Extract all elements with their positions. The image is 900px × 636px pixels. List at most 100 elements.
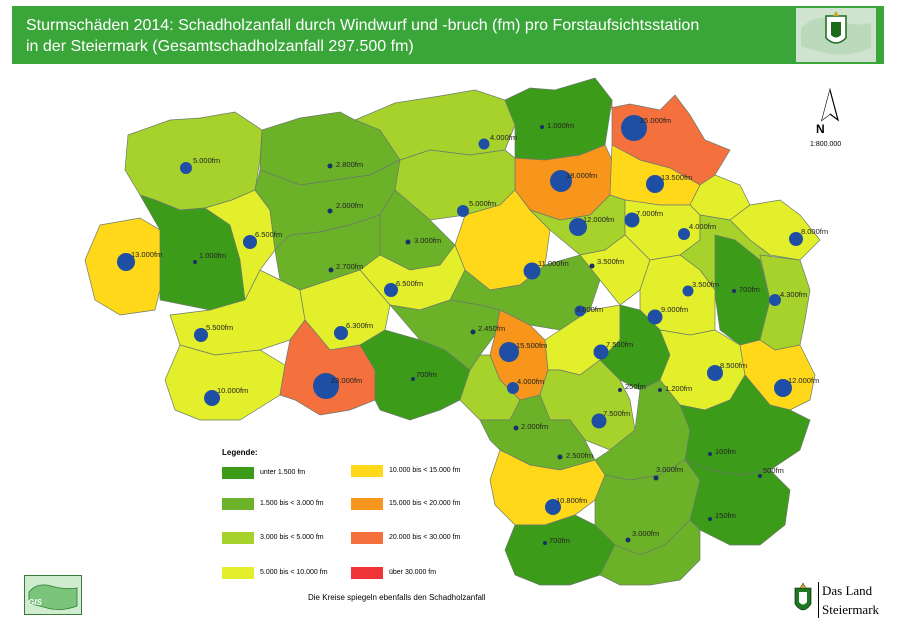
legend-label: 1.500 bis < 3.000 fm: [260, 500, 324, 507]
svg-text:7.500fm: 7.500fm: [603, 409, 630, 418]
region-southwest-c: [164, 344, 286, 421]
legend-label: unter 1.500 fm: [260, 469, 306, 476]
station-marker: 6.300fm: [334, 321, 373, 340]
station-marker: 8.500fm: [707, 361, 747, 381]
gis-logo-text: GIS: [28, 598, 42, 607]
svg-text:10.800fm: 10.800fm: [556, 496, 587, 505]
svg-text:1.000fm: 1.000fm: [547, 121, 574, 130]
station-marker: 13.000fm: [117, 250, 162, 271]
station-marker: 23.000fm: [313, 373, 362, 399]
svg-text:250fm: 250fm: [625, 382, 646, 391]
station-marker: 150fm: [708, 511, 736, 521]
title-bar: Sturmschäden 2014: Schadholzanfall durch…: [12, 6, 884, 64]
styria-shield-icon: [794, 582, 812, 611]
region-south-b: [279, 319, 376, 416]
styria-emblem-image: [796, 8, 876, 62]
legend-swatch: [351, 465, 383, 477]
svg-text:13.000fm: 13.000fm: [131, 250, 162, 259]
station-marker: 10.000fm: [204, 386, 248, 406]
legend-swatch: [351, 532, 383, 544]
station-marker: 3.500fm: [682, 280, 719, 297]
svg-text:5.000fm: 5.000fm: [193, 156, 220, 165]
svg-text:6.500fm: 6.500fm: [255, 230, 282, 239]
svg-text:2.500fm: 2.500fm: [566, 451, 593, 460]
station-marker: 250fm: [618, 382, 646, 392]
station-marker: 7.500fm: [591, 409, 630, 429]
svg-text:1.000fm: 1.000fm: [199, 251, 226, 260]
svg-text:7.500fm: 7.500fm: [606, 340, 633, 349]
station-marker: 2.500fm: [557, 451, 593, 460]
gis-logo: GIS: [24, 575, 82, 615]
svg-text:2.800fm: 2.800fm: [336, 160, 363, 169]
svg-text:700fm: 700fm: [416, 370, 437, 379]
station-marker: 10.800fm: [545, 496, 587, 515]
station-marker: 3.000fm: [405, 236, 441, 245]
station-marker: 5.500fm: [194, 323, 233, 342]
svg-text:6.500fm: 6.500fm: [396, 279, 423, 288]
svg-text:25.000fm: 25.000fm: [640, 116, 671, 125]
svg-text:700fm: 700fm: [549, 536, 570, 545]
svg-text:15.500fm: 15.500fm: [516, 341, 547, 350]
svg-text:3.000fm: 3.000fm: [576, 305, 603, 314]
legend-label: über 30.000 fm: [389, 569, 437, 576]
svg-text:2.700fm: 2.700fm: [336, 262, 363, 271]
svg-text:8.500fm: 8.500fm: [720, 361, 747, 370]
map-scale: 1:800.000: [810, 141, 842, 148]
legend-label: 15.000 bis < 20.000 fm: [389, 500, 461, 507]
station-marker: 4.000fm: [478, 133, 517, 150]
svg-text:6.300fm: 6.300fm: [346, 321, 373, 330]
svg-text:2.000fm: 2.000fm: [336, 201, 363, 210]
station-marker: 12.000fm: [774, 376, 819, 397]
legend-swatch: [222, 498, 254, 510]
svg-text:150fm: 150fm: [715, 511, 736, 520]
station-marker: 13.500fm: [646, 173, 692, 193]
svg-text:4.000fm: 4.000fm: [517, 377, 544, 386]
svg-text:3.500fm: 3.500fm: [597, 257, 624, 266]
svg-text:11.000fm: 11.000fm: [538, 259, 569, 268]
svg-text:23.000fm: 23.000fm: [331, 376, 362, 385]
station-marker: 700fm: [543, 536, 570, 545]
logo-divider: [818, 582, 819, 618]
legend-title: Legende:: [222, 448, 258, 457]
legend-label: 10.000 bis < 15.000 fm: [389, 467, 461, 474]
svg-text:3.500fm: 3.500fm: [692, 280, 719, 289]
station-marker: 4.300fm: [769, 290, 807, 306]
north-arrow-icon: [820, 88, 840, 122]
station-marker: 4.000fm: [678, 222, 716, 240]
station-marker: 9.000fm: [647, 305, 688, 325]
svg-text:2.000fm: 2.000fm: [521, 422, 548, 431]
svg-text:8.000fm: 8.000fm: [801, 227, 828, 236]
station-marker: 500fm: [758, 466, 784, 478]
svg-text:13.500fm: 13.500fm: [661, 173, 692, 182]
station-marker: 2.700fm: [328, 262, 363, 273]
station-marker: 3.000fm: [574, 305, 603, 317]
svg-text:10.000fm: 10.000fm: [217, 386, 248, 395]
region-south-l: [489, 449, 606, 526]
svg-text:500fm: 500fm: [763, 466, 784, 475]
svg-text:4.300fm: 4.300fm: [780, 290, 807, 299]
svg-text:5.000fm: 5.000fm: [469, 199, 496, 208]
gis-map-icon: [25, 576, 81, 614]
station-marker: 6.500fm: [243, 230, 282, 249]
station-marker: 2.000fm: [513, 422, 548, 431]
legend-swatch: [222, 567, 254, 579]
station-marker: 5.000fm: [180, 156, 220, 174]
station-marker: 1.200fm: [658, 384, 692, 393]
station-marker: 700fm: [732, 285, 760, 294]
map-regions: [84, 77, 821, 586]
station-marker: 1.000fm: [540, 121, 574, 130]
station-marker: 2.800fm: [327, 160, 363, 169]
station-marker: 6.500fm: [384, 279, 423, 297]
svg-text:3.000fm: 3.000fm: [414, 236, 441, 245]
svg-text:7.000fm: 7.000fm: [636, 209, 663, 218]
region-south-c: [359, 329, 471, 421]
svg-text:12.000fm: 12.000fm: [788, 376, 819, 385]
svg-text:3.000fm: 3.000fm: [656, 465, 683, 474]
station-marker: 11.000fm: [523, 259, 569, 280]
north-letter: N: [816, 122, 825, 136]
station-marker: 15.500fm: [499, 341, 547, 362]
svg-text:2.450fm: 2.450fm: [478, 324, 505, 333]
station-marker: 4.000fm: [507, 377, 544, 394]
station-marker: 2.000fm: [327, 201, 363, 214]
